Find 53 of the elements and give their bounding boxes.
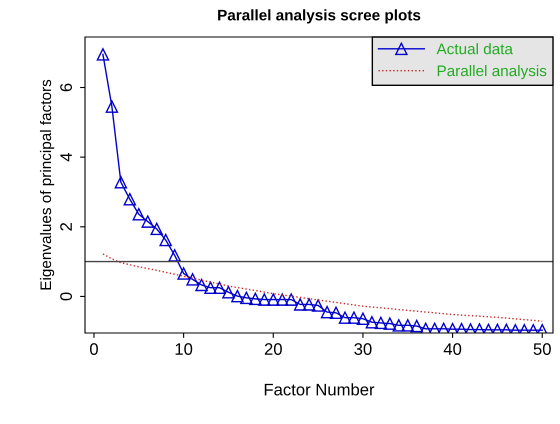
point xyxy=(114,176,128,188)
y-tick-label: 4 xyxy=(60,152,72,162)
y-tick-label: 6 xyxy=(60,84,72,92)
point xyxy=(222,286,235,299)
x-tick-label: 0 xyxy=(90,343,98,355)
point xyxy=(258,293,271,306)
point xyxy=(302,298,316,311)
point xyxy=(240,292,253,304)
point xyxy=(177,267,190,280)
point xyxy=(142,215,154,228)
point xyxy=(455,322,468,333)
point xyxy=(132,208,146,220)
point xyxy=(374,316,388,330)
chart-title: Parallel analysis scree plots xyxy=(218,9,420,24)
point xyxy=(267,293,280,306)
line-series xyxy=(102,253,543,322)
point xyxy=(106,100,118,113)
point xyxy=(168,249,181,262)
y-tick-label: 2 xyxy=(60,222,72,231)
point xyxy=(294,298,306,311)
y-axis-title: Eigenvalues of principal factors xyxy=(40,80,54,290)
point xyxy=(320,306,334,318)
point xyxy=(213,281,226,294)
point xyxy=(124,193,136,206)
x-tick-label: 40 xyxy=(444,343,462,355)
x-tick-label: 50 xyxy=(534,343,551,355)
point xyxy=(392,319,406,332)
point xyxy=(356,312,370,325)
point xyxy=(338,311,352,324)
point xyxy=(284,293,298,306)
point xyxy=(402,319,414,332)
point xyxy=(348,311,360,324)
point xyxy=(312,299,324,312)
x-tick-label: 10 xyxy=(176,343,192,355)
x-axis-title: Factor Number xyxy=(264,383,374,396)
legend-label: Parallel analysis xyxy=(438,64,546,80)
point xyxy=(150,222,163,236)
point xyxy=(330,306,342,320)
point xyxy=(249,292,262,306)
y-tick-label: 0 xyxy=(60,292,72,300)
point xyxy=(231,290,244,302)
point xyxy=(410,320,423,332)
x-tick-label: 30 xyxy=(354,343,372,355)
point xyxy=(384,317,396,330)
point xyxy=(159,234,172,246)
legend-label: Actual data xyxy=(436,43,513,54)
point xyxy=(366,316,378,328)
point xyxy=(195,278,208,292)
point xyxy=(276,293,288,306)
x-tick-label: 20 xyxy=(264,343,282,355)
point xyxy=(186,273,199,286)
point xyxy=(96,48,110,61)
point xyxy=(204,281,217,294)
